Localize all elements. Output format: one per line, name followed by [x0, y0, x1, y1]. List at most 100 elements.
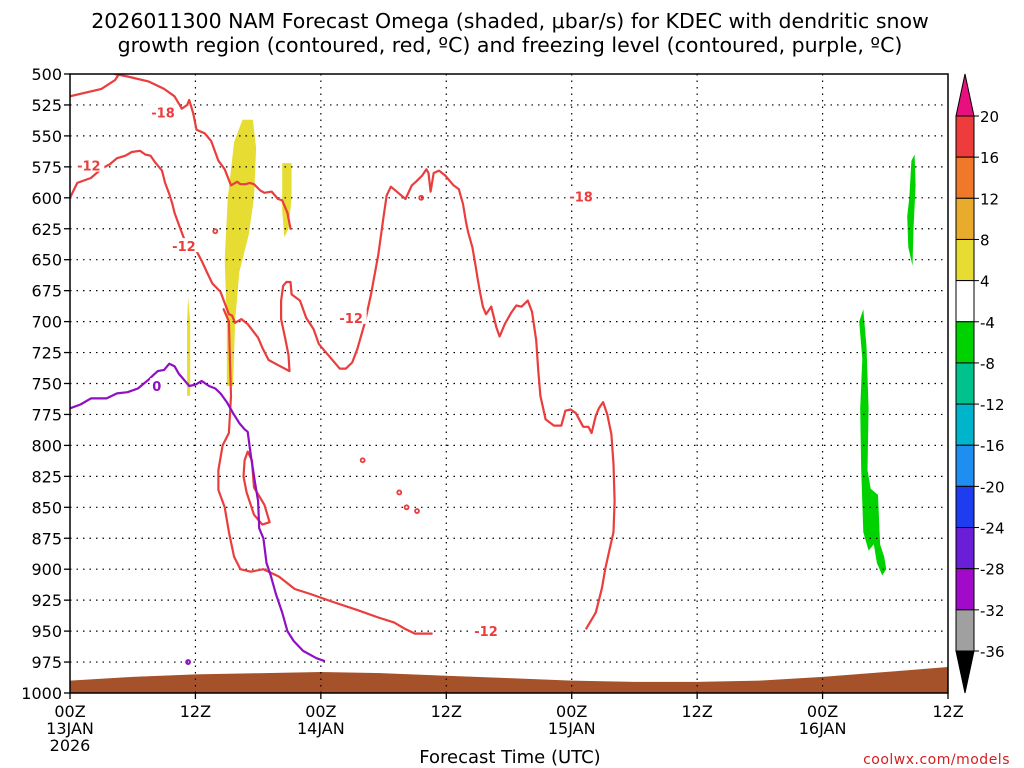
colorbar-bin-6: [955, 362, 975, 405]
colorbar-bin-8: [955, 444, 975, 487]
colorbar-label-10: -24: [980, 520, 1005, 538]
x-tick-label-0-0: 00Z: [54, 702, 85, 721]
y-tick-label-1000: 1000: [21, 684, 62, 703]
x-axis-label: Forecast Time (UTC): [419, 747, 600, 768]
colorbar-label-2: 12: [980, 190, 999, 208]
colorbar-bin-10: [955, 527, 975, 570]
contour-line-2: [70, 149, 493, 373]
contour-label-bg-6-0: [150, 377, 164, 392]
y-tick-label-975: 975: [31, 653, 62, 672]
y-tick-label-725: 725: [31, 344, 62, 363]
colorbar-bin-3: [955, 238, 975, 282]
contour-tick-0-0: [359, 457, 366, 464]
y-tick-label-500: 500: [31, 65, 62, 84]
contour-label-1-0: -18: [151, 106, 175, 121]
colorbar-label-13: -36: [980, 643, 1005, 661]
x-tick-label-36-0: 12Z: [431, 702, 462, 721]
x-tick-label-48-0: 00Z: [556, 702, 587, 721]
colorbar-bin-11: [955, 568, 975, 611]
x-tick-label-72-1: 16JAN: [799, 719, 847, 738]
y-tick-label-900: 900: [31, 560, 62, 579]
y-tick-label-950: 950: [31, 622, 62, 641]
contour-line-1: [113, 74, 292, 230]
contour-label-3-0: -12: [339, 312, 363, 327]
contour-tick-1-0: [185, 659, 192, 665]
y-tick-label-800: 800: [31, 436, 62, 455]
colorbar-label-6: -8: [980, 355, 995, 373]
plot-inner: -18 -18 -12 -12 -12 -12 0: [70, 74, 948, 693]
chart-title: 2026011300 NAM Forecast Omega (shaded, μ…: [91, 9, 929, 57]
y-tick-label-650: 650: [31, 251, 62, 270]
contour-label-bg-2-0: [73, 157, 105, 172]
x-tick-label-48-1: 15JAN: [548, 719, 596, 738]
y-tick-label-925: 925: [31, 591, 62, 610]
contour-label-bg-2-1: [168, 238, 200, 253]
y-tick-label-525: 525: [31, 96, 62, 115]
contour-label-1-1: -18: [569, 191, 593, 206]
contour-label-3-1: -12: [474, 625, 498, 640]
colorbar-bin-4: [955, 280, 975, 323]
axes: 500 525 550 575 600 625 650 675 700 725 750 775 800 8…: [21, 65, 963, 755]
colorbar-bin-0: [955, 115, 975, 158]
contour-label-bg-3-1: [470, 623, 502, 638]
y-tick-label-825: 825: [31, 467, 62, 486]
colorbar-label-8: -16: [980, 437, 1005, 455]
contour-label-bg-3-0: [335, 309, 367, 324]
colorbar-bottom-arrow: [955, 650, 975, 694]
credit-text: coolwx.com/models: [863, 752, 1010, 768]
y-tick-label-775: 775: [31, 405, 62, 424]
colorbar-bin-12: [955, 609, 975, 652]
chart-title-line-2: growth region (contoured, red, ºC) and f…: [118, 33, 903, 57]
contour-line-6: [70, 362, 326, 662]
colorbar-label-1: 16: [980, 149, 999, 167]
y-tick-label-875: 875: [31, 529, 62, 548]
contour-label-6-0: 0: [152, 380, 161, 395]
colorbar-bin-1: [955, 156, 975, 199]
contour-label-2-0: -12: [77, 160, 101, 175]
contour-label-2-1: -12: [172, 240, 196, 255]
x-tick-label-0-1: 13JAN: [46, 719, 94, 738]
colorbar-label-9: -20: [980, 478, 1005, 496]
y-tick-label-750: 750: [31, 375, 62, 394]
y-tick-label-700: 700: [31, 313, 62, 332]
contour-tick-0-5: [418, 194, 425, 201]
chart-title-line-1: 2026011300 NAM Forecast Omega (shaded, μ…: [91, 9, 929, 33]
omega-region-4: [859, 309, 887, 576]
colorbar-bin-2: [955, 197, 975, 240]
contour-tick-0-2: [403, 504, 410, 511]
x-tick-label-0-2: 2026: [50, 736, 91, 755]
colorbar-label-7: -12: [980, 396, 1005, 414]
colorbar-label-11: -28: [980, 561, 1005, 579]
y-tick-label-550: 550: [31, 127, 62, 146]
contour-tick-0-1: [396, 489, 403, 496]
colorbar-label-0: 20: [980, 108, 999, 126]
colorbar-label-4: 4: [980, 273, 990, 291]
colorbar-bin-9: [955, 485, 975, 529]
colorbar: 20 16 12 8 4 -4 -8 -12 -16 -20 -24 -28 -32 -36: [955, 73, 1005, 694]
plot-frame: [69, 73, 949, 694]
terrain-fill: [70, 667, 948, 693]
contour-line-0: [70, 74, 121, 98]
x-tick-label-84-0: 12Z: [932, 702, 963, 721]
x-tick-label-24-1: 14JAN: [297, 719, 345, 738]
x-tick-label-12-0: 12Z: [180, 702, 211, 721]
contour-line-3: [490, 299, 616, 630]
x-tick-label-72-0: 00Z: [807, 702, 838, 721]
y-tick-label-575: 575: [31, 158, 62, 177]
contour-label-bg-1-1: [565, 188, 597, 203]
colorbar-label-3: 8: [980, 231, 990, 249]
y-tick-label-675: 675: [31, 282, 62, 301]
colorbar-label-12: -32: [980, 602, 1005, 620]
y-tick-label-850: 850: [31, 498, 62, 517]
contour-tick-0-3: [414, 508, 420, 514]
plot-area: -18 -18 -12 -12 -12 -12 0: [70, 74, 948, 693]
x-tick-label-60-0: 12Z: [681, 702, 712, 721]
colorbar-bin-7: [955, 403, 975, 446]
omega-region-3: [907, 154, 916, 266]
omega-region-2: [187, 296, 191, 396]
colorbar-bin-5: [955, 321, 975, 364]
colorbar-label-5: -4: [980, 314, 995, 332]
colorbar-top-arrow: [955, 73, 975, 117]
y-tick-label-600: 600: [31, 189, 62, 208]
